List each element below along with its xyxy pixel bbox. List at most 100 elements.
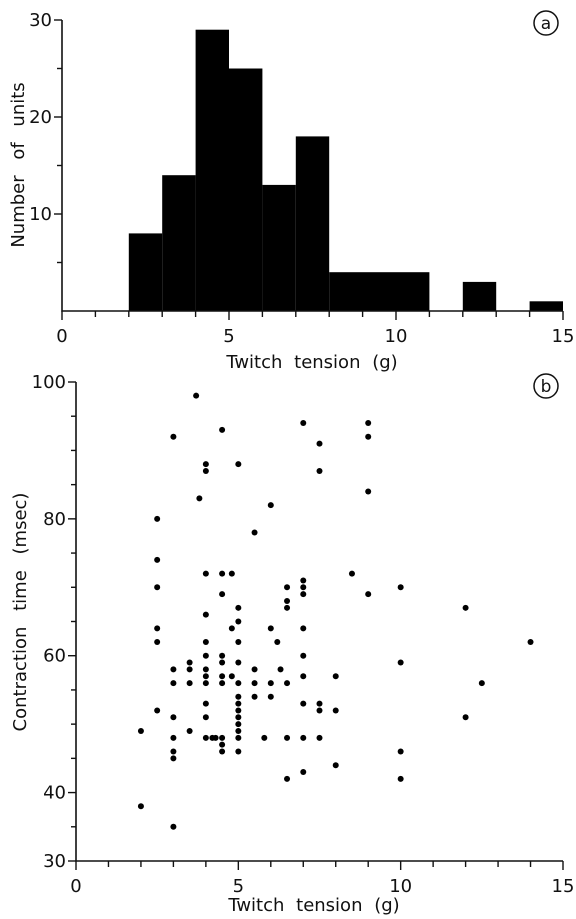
scatter-point [219,673,226,680]
panel-label-b: b [541,377,552,397]
scatter-point [267,680,274,687]
scatter-point [267,502,274,509]
scatter-point [235,680,242,687]
scatter-point [235,734,242,741]
y-tick-label: 60 [43,646,66,667]
histogram-panel: 0 5 10 15 10 20 30 Twitch tension (g) Number o… [8,10,574,373]
scatter-point [202,570,209,577]
histogram-axes [61,20,563,312]
scatter-point [332,673,339,680]
histogram-bar [229,68,263,311]
x-tick-label: 5 [223,326,234,347]
scatter-point [316,467,323,474]
histogram-bar [162,175,196,311]
histogram-tick-labels: 0 5 10 15 10 20 30 [29,10,574,347]
scatter-point [300,769,307,776]
scatter-point [154,707,161,714]
scatter-point [170,755,177,762]
scatter-point [170,666,177,673]
scatter-point [235,700,242,707]
y-tick-label: 100 [32,372,66,393]
scatter-point [196,495,203,502]
scatter-point [235,748,242,755]
scatter-point [202,611,209,618]
scatter-x-axis-label: Twitch tension (g) [227,895,399,916]
scatter-point [219,680,226,687]
scatter-point [219,741,226,748]
scatter-point [397,748,404,755]
scatter-point [251,529,258,536]
scatter-point [527,639,534,646]
scatter-point [154,639,161,646]
scatter-point [219,652,226,659]
scatter-point [235,693,242,700]
scatter-point [154,584,161,591]
histogram-y-axis-label: Number of units [8,82,29,247]
scatter-point [219,570,226,577]
scatter-point [170,823,177,830]
scatter-point [267,693,274,700]
scatter-point [261,734,268,741]
scatter-point [170,680,177,687]
scatter-point [478,680,485,687]
scatter-point [284,597,291,604]
scatter-point [284,604,291,611]
histogram-bar [128,233,163,311]
y-tick-label: 20 [29,107,52,128]
scatter-point [202,461,209,468]
scatter-point [219,734,226,741]
scatter-point [316,700,323,707]
scatter-point [300,625,307,632]
histogram-bar [195,29,229,311]
scatter-tick-labels: 0 5 10 15 30 40 60 80 100 [32,372,575,897]
histogram-bar [295,136,330,311]
scatter-point [137,803,144,810]
x-tick-label: 15 [552,876,575,897]
scatter-point [332,707,339,714]
scatter-point [251,680,258,687]
scatter-point [300,700,307,707]
histogram-x-axis-label: Twitch tension (g) [225,352,397,373]
scatter-point [267,625,274,632]
x-tick-label: 0 [70,876,81,897]
scatter-point [235,461,242,468]
scatter-point [202,700,209,707]
scatter-point [462,714,469,721]
scatter-point [365,420,372,427]
scatter-point [202,666,209,673]
scatter-point [251,666,258,673]
scatter-point [235,714,242,721]
scatter-point [284,680,291,687]
y-tick-label: 30 [29,10,52,31]
scatter-point [300,591,307,598]
scatter-point [186,659,193,666]
scatter-point [202,734,209,741]
scatter-point [316,734,323,741]
histogram-bars [128,29,563,311]
scatter-y-axis-label: Contraction time (msec) [10,493,31,732]
scatter-point [219,659,226,666]
scatter-point [219,748,226,755]
scatter-point [397,775,404,782]
scatter-point [193,392,200,399]
histogram-bar [329,272,430,311]
scatter-point [316,440,323,447]
histogram-ticks [54,19,564,320]
scatter-point [202,652,209,659]
y-tick-label: 80 [43,509,66,530]
y-tick-label: 30 [43,851,66,872]
scatter-point [228,625,235,632]
scatter-point [170,748,177,755]
scatter-point [202,680,209,687]
scatter-point [348,570,355,577]
scatter-point [219,426,226,433]
y-tick-label: 10 [29,204,52,225]
histogram-bar [529,301,563,311]
scatter-ticks [68,381,564,870]
x-tick-label: 0 [56,326,67,347]
x-tick-label: 10 [389,876,412,897]
scatter-point [284,584,291,591]
scatter-axes [75,382,563,862]
y-tick-label: 40 [43,783,66,804]
